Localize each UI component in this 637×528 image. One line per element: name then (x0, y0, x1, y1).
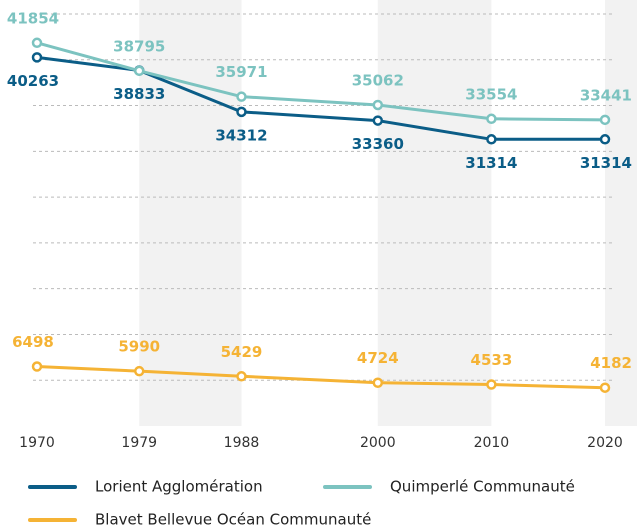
data-label: 35062 (352, 71, 404, 89)
line (36, 41, 606, 122)
marker (236, 371, 247, 382)
data-label: 38795 (113, 37, 165, 55)
marker (31, 37, 43, 49)
marker (236, 91, 247, 102)
data-label: 5990 (118, 338, 160, 356)
marker (599, 114, 611, 126)
x-tick-label: 2000 (360, 435, 396, 451)
marker (372, 115, 384, 126)
marker (372, 99, 384, 111)
marker (31, 52, 43, 63)
data-label: 35971 (215, 63, 267, 81)
marker (486, 113, 497, 125)
legend-label: Lorient Agglomération (95, 478, 263, 496)
line (36, 365, 606, 390)
data-label: 33441 (580, 86, 632, 104)
band (377, 0, 492, 426)
x-tick-label: 2020 (587, 435, 623, 451)
marker (133, 65, 145, 77)
band (139, 0, 242, 426)
marker (133, 365, 145, 377)
data-label: 40263 (7, 72, 59, 90)
marker (236, 106, 247, 118)
marker (486, 134, 497, 145)
x-tick-label: 1988 (224, 435, 260, 451)
band (605, 0, 637, 426)
data-label: 4533 (471, 351, 513, 369)
data-label: 4182 (590, 354, 632, 372)
marker (372, 377, 384, 388)
marker (599, 382, 611, 393)
line (36, 55, 605, 141)
x-tick-label: 2010 (474, 435, 510, 451)
data-label: 4724 (357, 349, 399, 367)
marker (486, 379, 497, 390)
data-label: 31314 (580, 154, 632, 172)
data-label: 6498 (12, 333, 54, 351)
marker (599, 134, 611, 145)
data-label: 38833 (113, 85, 165, 103)
data-label: 41854 (7, 9, 59, 27)
x-tick-label: 1970 (19, 435, 55, 451)
marker (31, 361, 43, 372)
data-label: 31314 (465, 154, 517, 172)
data-label: 33554 (465, 85, 517, 103)
data-label: 34312 (215, 126, 267, 144)
data-label: 5429 (221, 343, 263, 361)
legend-label: Quimperlé Communauté (390, 478, 575, 496)
x-tick-label: 1979 (121, 435, 157, 451)
data-label: 33360 (352, 135, 404, 153)
legend-label: Blavet Bellevue Océan Communauté (95, 511, 371, 528)
